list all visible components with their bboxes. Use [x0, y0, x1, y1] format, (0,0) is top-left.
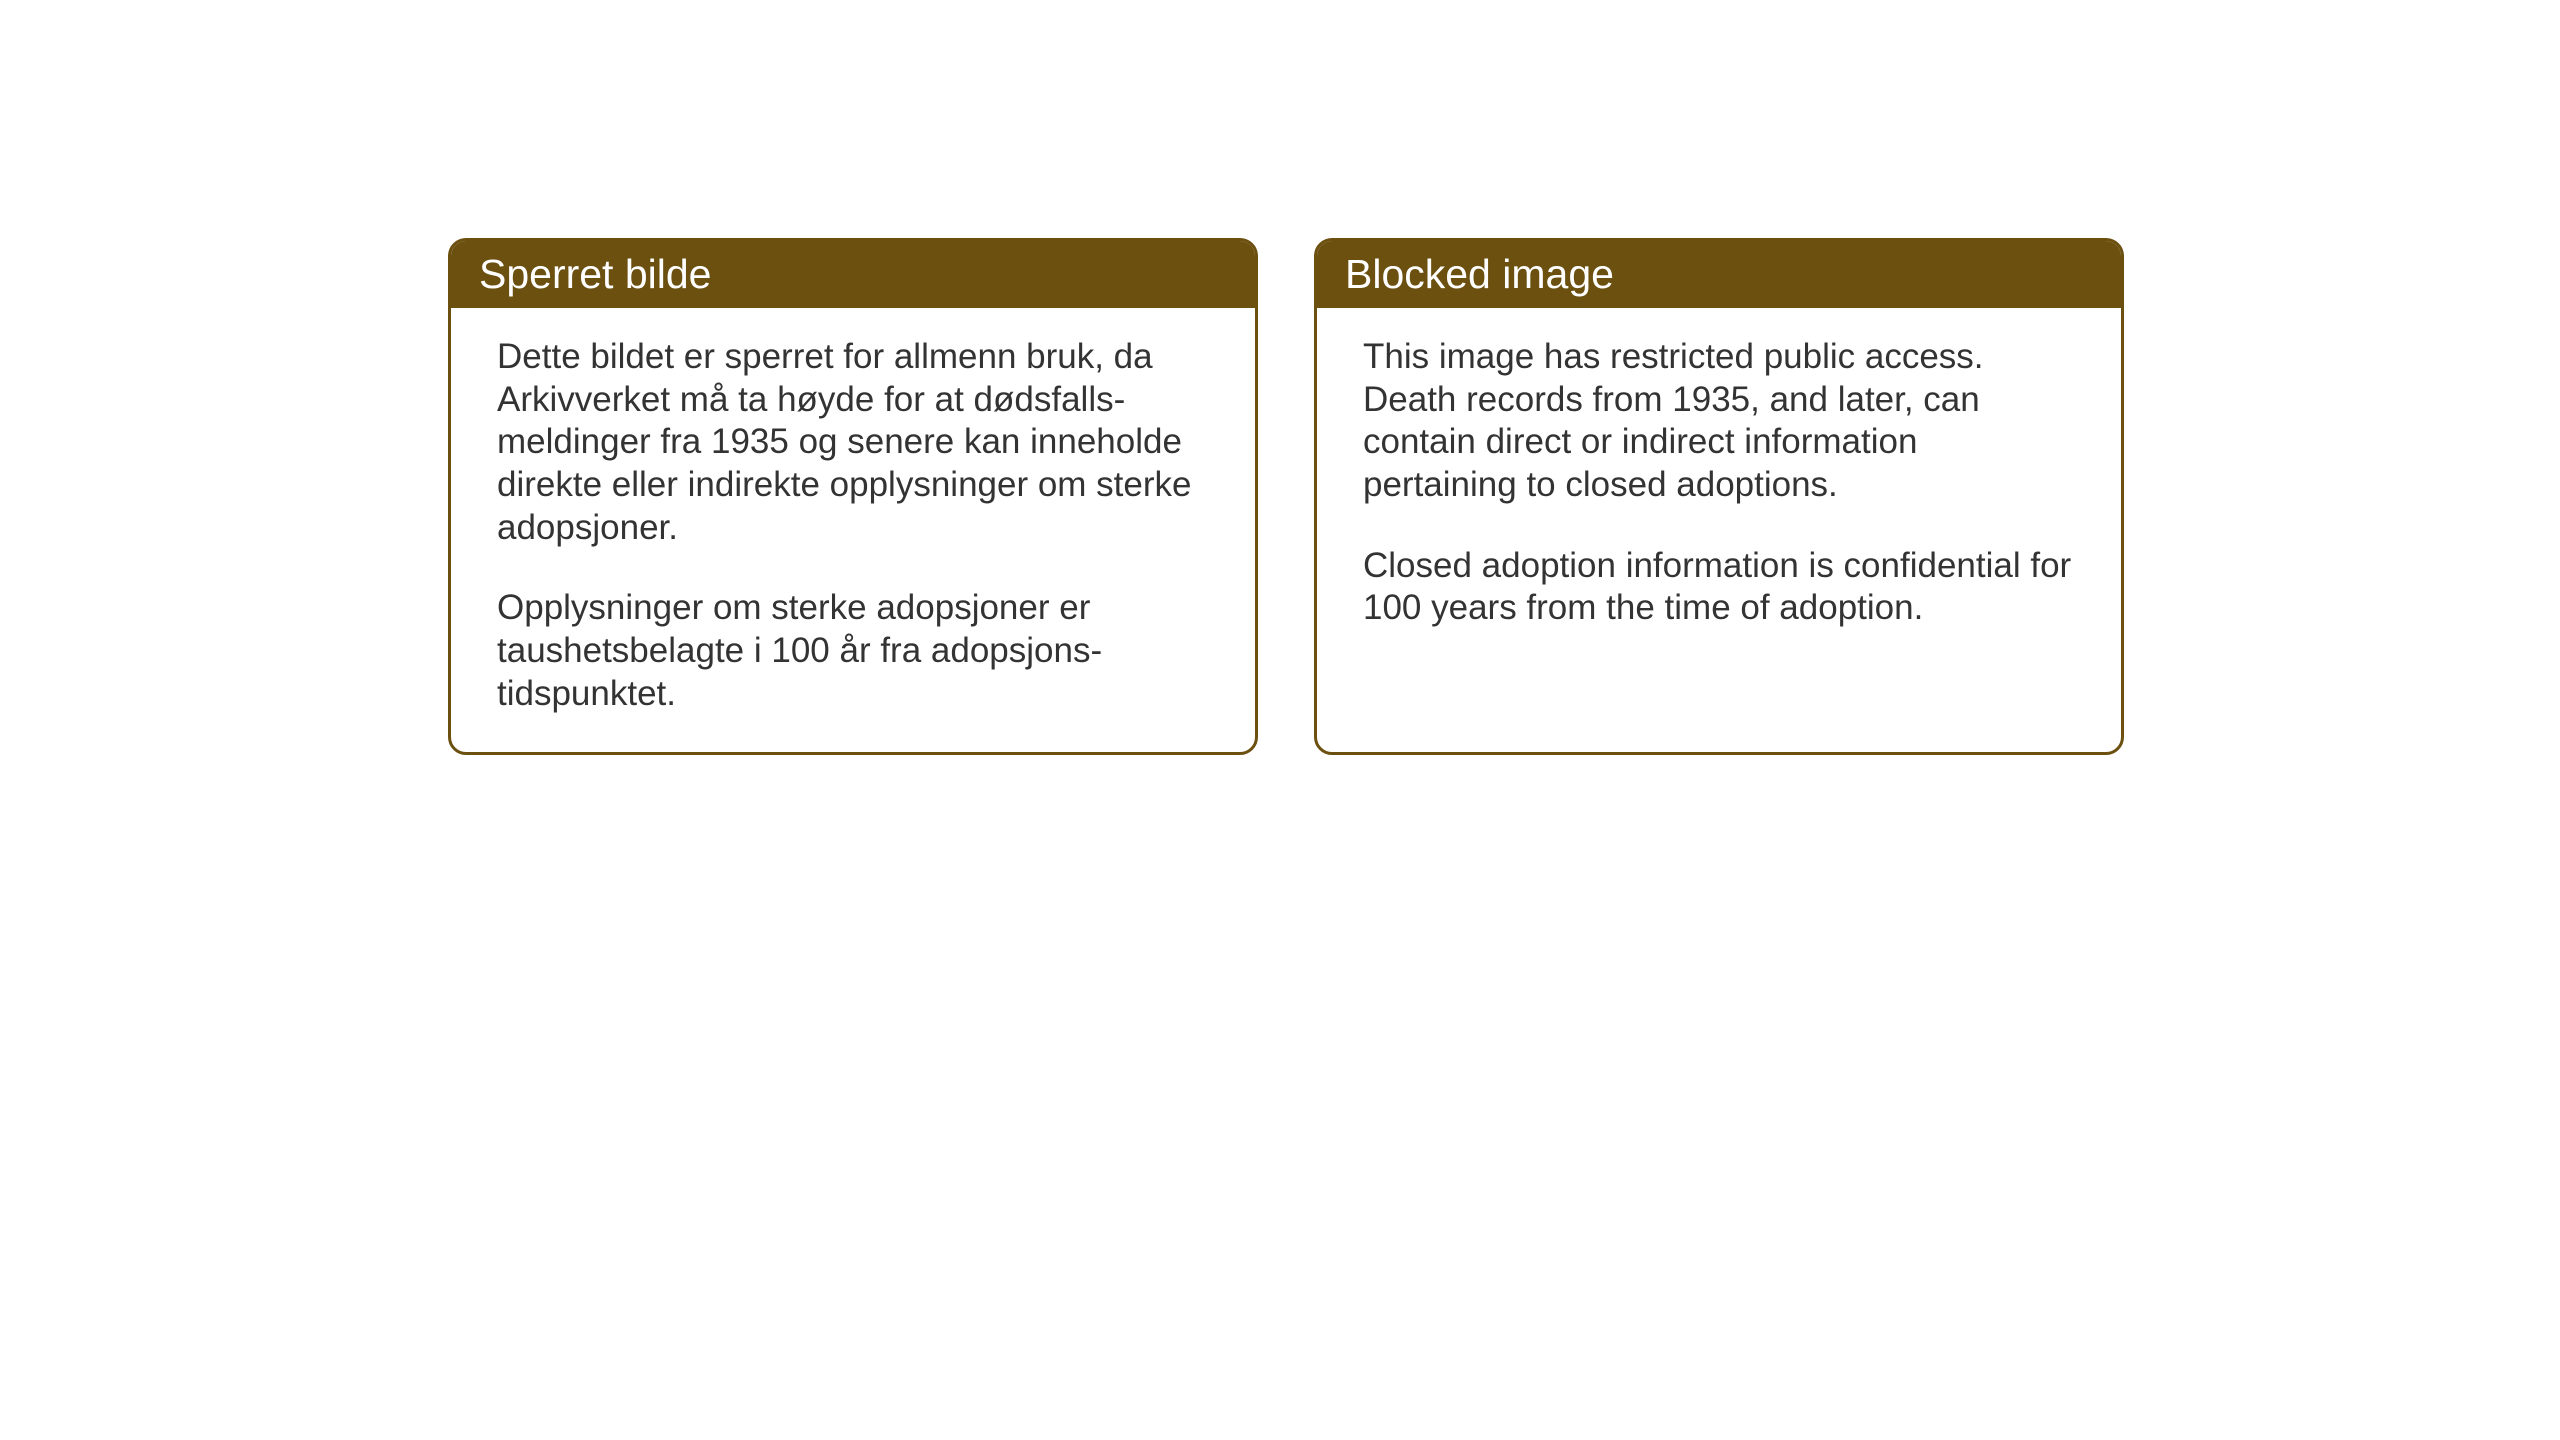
card-title-english: Blocked image	[1345, 251, 1614, 297]
info-card-english: Blocked image This image has restricted …	[1314, 238, 2124, 755]
card-body-norwegian: Dette bildet er sperret for allmenn bruk…	[451, 308, 1255, 752]
card-header-english: Blocked image	[1317, 241, 2121, 308]
card-title-norwegian: Sperret bilde	[479, 251, 711, 297]
card-paragraph-1-norwegian: Dette bildet er sperret for allmenn bruk…	[497, 336, 1209, 549]
card-header-norwegian: Sperret bilde	[451, 241, 1255, 308]
info-card-norwegian: Sperret bilde Dette bildet er sperret fo…	[448, 238, 1258, 755]
card-body-english: This image has restricted public access.…	[1317, 308, 2121, 666]
card-paragraph-2-norwegian: Opplysninger om sterke adopsjoner er tau…	[497, 587, 1209, 715]
card-paragraph-1-english: This image has restricted public access.…	[1363, 336, 2075, 507]
card-paragraph-2-english: Closed adoption information is confident…	[1363, 545, 2075, 630]
cards-container: Sperret bilde Dette bildet er sperret fo…	[448, 238, 2124, 755]
